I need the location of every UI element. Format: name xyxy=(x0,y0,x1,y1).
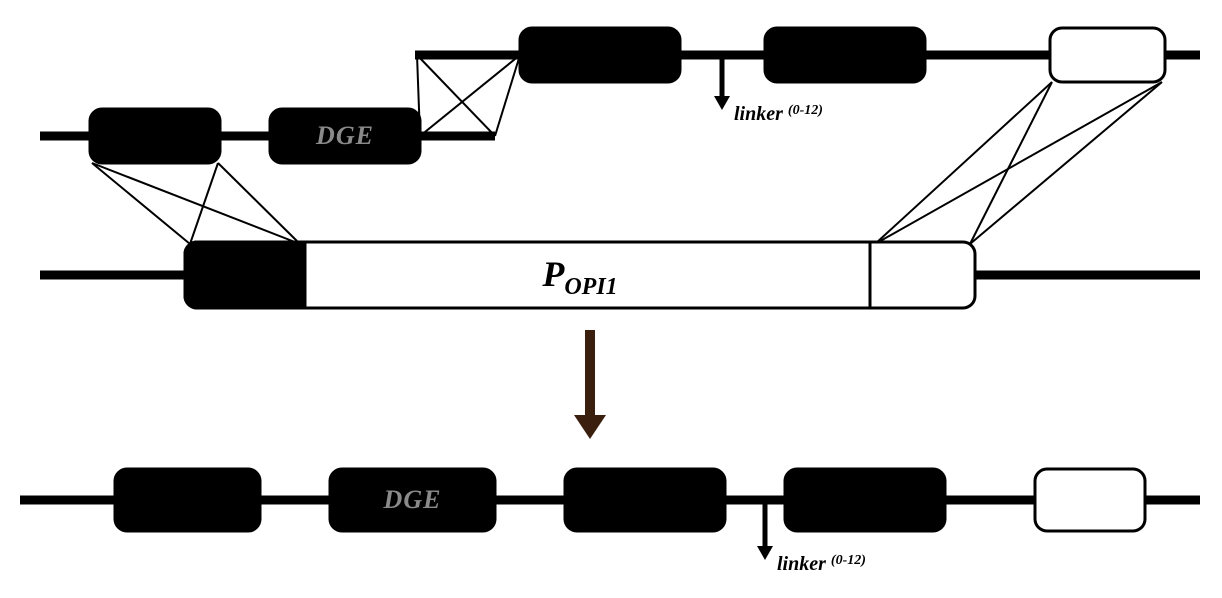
box-b1 xyxy=(115,469,260,531)
box-b2-label: DGE xyxy=(383,485,442,514)
cross-left-2 xyxy=(92,163,300,244)
cross-right-2 xyxy=(970,82,1052,244)
linker-bottom-head xyxy=(757,546,773,560)
box-tr3 xyxy=(1050,28,1165,82)
cross-mid-2 xyxy=(417,55,495,136)
box-tl1 xyxy=(90,109,220,163)
center-arrow-head xyxy=(574,415,606,439)
middle-left-cap-fill xyxy=(291,244,305,307)
center-arrow xyxy=(574,330,606,439)
middle-left-cap xyxy=(185,242,305,308)
linker-top-label: linker (0-12) xyxy=(734,103,823,125)
cross-right-1 xyxy=(875,82,1162,244)
cross-mid-1 xyxy=(420,55,520,136)
cross-mid-3 xyxy=(495,55,520,136)
linker-bottom-label: linker (0-12) xyxy=(777,553,866,575)
cross-left-3 xyxy=(218,163,300,244)
box-b5 xyxy=(1035,469,1145,531)
cross-left-0 xyxy=(92,163,190,244)
cross-right-3 xyxy=(970,82,1162,244)
box-tl2-label: DGE xyxy=(315,121,374,150)
box-b3 xyxy=(565,469,725,531)
linker-top-head xyxy=(714,96,730,110)
gene-construct-diagram: DGEDGEPOPI1linker (0-12)linker (0-12) xyxy=(0,0,1222,598)
box-tr1 xyxy=(520,28,680,82)
cross-right-0 xyxy=(875,82,1052,244)
box-tr2 xyxy=(765,28,925,82)
box-b4 xyxy=(785,469,945,531)
